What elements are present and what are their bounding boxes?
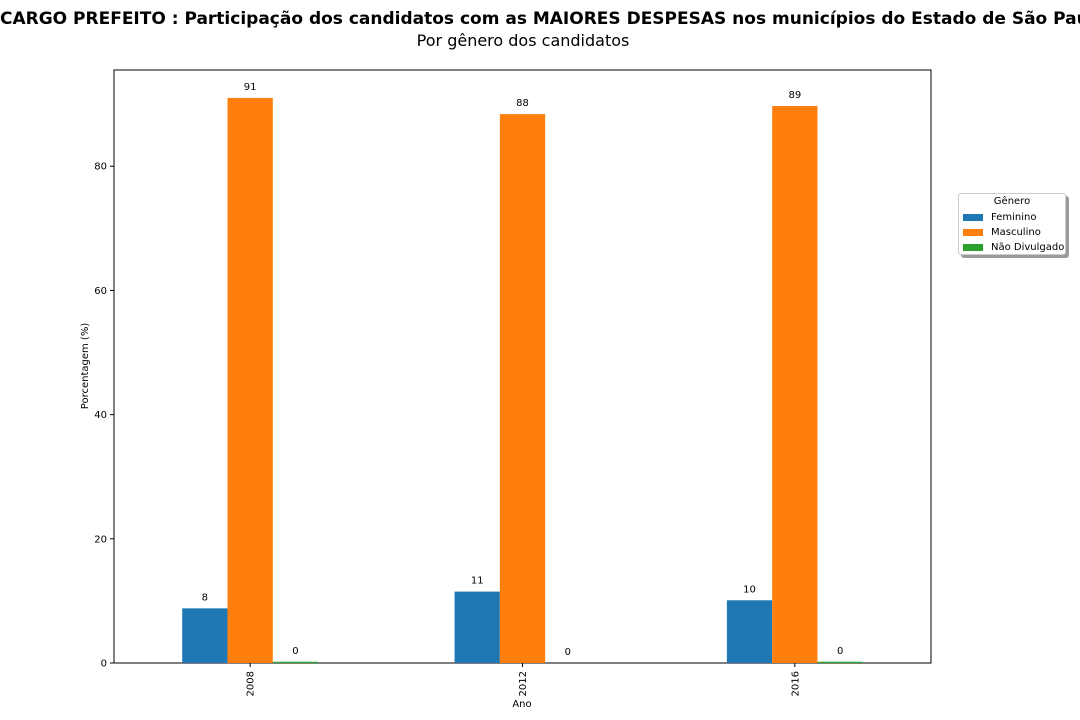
data-label-masculino-2008: 91 xyxy=(244,82,257,93)
x-axis-label: Ano xyxy=(512,699,531,710)
legend-title: Gênero xyxy=(993,196,1031,207)
x-tick-label-2012: 2012 xyxy=(518,671,529,696)
y-tick-label-20: 20 xyxy=(94,534,107,545)
legend-item-masculino: Masculino xyxy=(963,225,1041,239)
plot-area: 0 20 40 60 80 2008 8 91 0 2012 11 88 0 2016 10 89 0 xyxy=(94,69,932,696)
bar-feminino-2016 xyxy=(726,600,773,663)
legend-swatch-nao-divulgado xyxy=(963,243,983,251)
bar-masculino-2016 xyxy=(772,106,818,664)
chart-subtitle: Por gênero dos candidatos xyxy=(416,31,630,50)
data-label-n-o-divulgado-2016: 0 xyxy=(837,646,843,657)
legend-swatch-feminino xyxy=(963,213,983,221)
bar-feminino-2012 xyxy=(454,591,500,663)
data-label-masculino-2016: 89 xyxy=(788,90,801,101)
y-tick-label-80: 80 xyxy=(94,162,107,173)
data-label-feminino-2008: 8 xyxy=(202,592,208,603)
legend-label-nao-divulgado: Não Divulgado xyxy=(991,241,1065,253)
y-tick-label-0: 0 xyxy=(101,659,107,670)
bar-n-o-divulgado-2016 xyxy=(817,661,863,663)
legend-item-feminino: Feminino xyxy=(963,210,1036,224)
bar-n-o-divulgado-2008 xyxy=(272,661,319,663)
data-label-n-o-divulgado-2008: 0 xyxy=(292,646,298,657)
y-tick-label-60: 60 xyxy=(94,286,107,297)
bar-feminino-2008 xyxy=(182,608,228,663)
bar-masculino-2012 xyxy=(499,114,546,663)
x-tick-label-2008: 2008 xyxy=(246,671,257,696)
data-label-feminino-2016: 10 xyxy=(743,584,756,595)
legend-label-feminino: Feminino xyxy=(991,211,1037,223)
data-label-masculino-2012: 88 xyxy=(516,98,529,109)
y-axis-label: Porcentagem (%) xyxy=(80,323,91,410)
x-tick-label-2016: 2016 xyxy=(790,671,801,696)
y-tick-label-40: 40 xyxy=(94,410,107,421)
legend-label-masculino: Masculino xyxy=(991,226,1041,238)
legend-item-nao-divulgado: Não Divulgado xyxy=(963,240,1064,254)
chart-title: CARGO PREFEITO : Participação dos candid… xyxy=(0,9,1080,29)
data-label-n-o-divulgado-2012: 0 xyxy=(565,647,571,658)
legend: Gênero Feminino Masculino Não Divulgado xyxy=(958,193,1066,255)
legend-swatch-masculino xyxy=(963,228,983,236)
data-label-feminino-2012: 11 xyxy=(471,576,484,587)
bar-masculino-2008 xyxy=(227,97,273,664)
